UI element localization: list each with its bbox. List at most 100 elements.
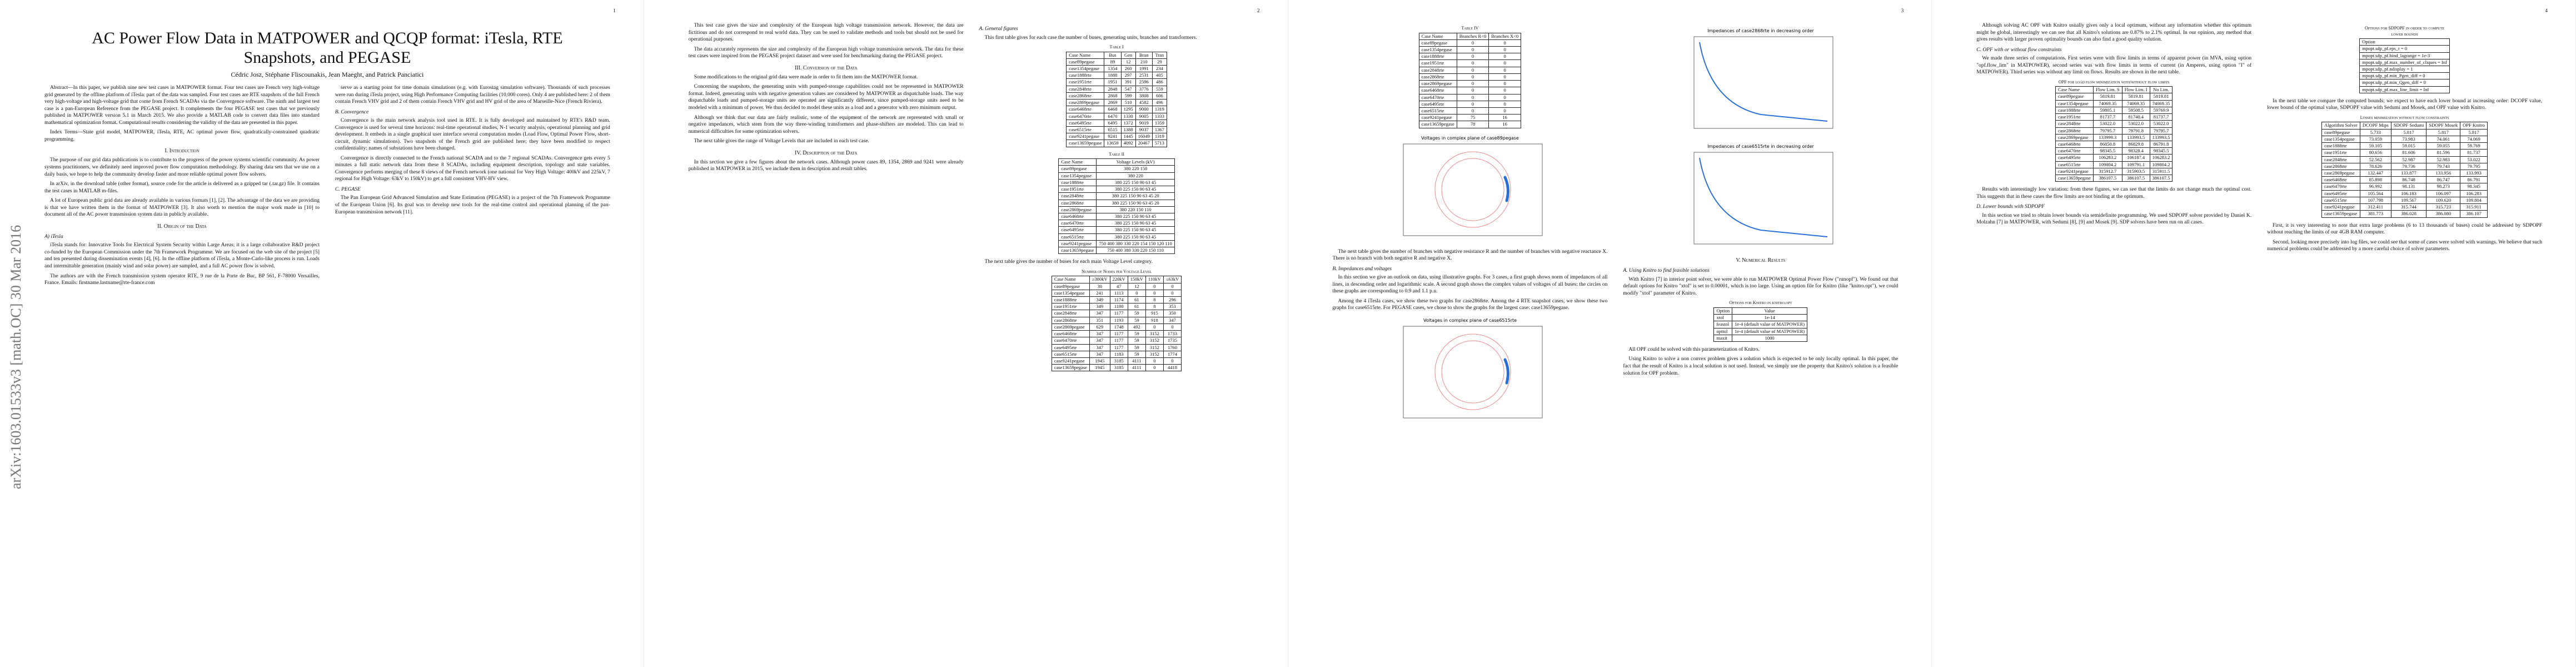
table-cell: 380 225 150 90 63 45 20 [1096,192,1175,200]
column-header: 220kV [1109,276,1128,283]
table-cell: case2869pegase [1051,323,1090,331]
paragraph: Index Terms—State grid model, MATPOWER, … [44,130,320,142]
table-cell: 1951 [1104,78,1122,86]
table-cell: 1388 [1120,126,1136,134]
table-cell: 1295 [1120,106,1136,113]
table-cell: 559 [1152,85,1167,93]
columns: Table IV Case Name Branches R<0 Branches X<… [1332,22,1899,431]
column: serve as a starting point for time domai… [335,84,610,290]
table-cell: 105.564 [2359,190,2391,197]
table-cell: 86.747 [2426,176,2461,184]
table-cell: 133.956 [2426,169,2461,177]
plot-frame [1403,143,1543,236]
table-cell: 80.656 [2359,149,2391,157]
table-cell: 1174 [1109,296,1128,304]
table-row: case6515rte 107.798 109.567 109.620 109.804 [2321,196,2488,205]
table-cell: mpopt.sdp_pf.ndisplay = 1 [2359,65,2450,73]
table-row: case2869pegase 629 1748 492 0 0 [1051,323,1182,331]
table-cell: case6495rte [2055,154,2094,162]
table-cell: 109804.2 [2149,161,2173,168]
paragraph: Using Knitro to solve a non convex probl… [1623,356,1899,376]
table-cell: mpopt.sdp_pf.max_number_of_cliques = Inf [2359,58,2450,66]
table-cell: case1888rte [2321,142,2360,150]
table-cell: 109791.1 [2121,161,2150,168]
table-cell: case6515rte [1066,126,1105,134]
columns: Abstract—In this paper, we publish nine … [44,84,610,290]
table-cell: 12 [1127,282,1146,290]
columns: Although solving AC OPF with Knitro usua… [1976,22,2542,256]
table-cell: 133993.5 [2149,133,2173,142]
table-cell: 1367 [1152,126,1167,134]
table-cell: 629 [1089,323,1110,331]
table-row: case2868rte 79795.7 79791.8 79795.7 [2055,127,2173,135]
limit-circle [1441,158,1504,221]
table-cell: 1774 [1163,350,1182,358]
table-cell: 98.131 [2390,183,2427,191]
table-cell: case6495rte [1058,226,1097,234]
column: Options for SDPOPF in order to compute l… [2267,22,2542,256]
table-cell: case1354pegase [1058,172,1097,180]
table-row: case2869pegase 133999.3 133993.5 133993.5 [2055,133,2173,142]
table-row: case1951rte 81737.7 81740.4 81737.7 [2055,113,2173,121]
paragraph: Results with interestingly low variation… [1976,187,2252,200]
table-row: case2868rte 2868 599 3808 606 [1066,92,1167,100]
table-cell: 492 [1127,323,1146,331]
table-cell: 1991 [1135,65,1153,73]
table-cell: 79791.8 [2121,127,2150,135]
table-row: case9241pegase 9241 1445 16049 1319 [1066,133,1167,141]
table-cell: case2848rte [1051,310,1090,317]
table-cell: case6515rte [1418,107,1457,115]
table-cell: 9037 [1135,126,1153,134]
table-cell: case9241pegase [1058,240,1097,248]
table-cell: 59 [1127,316,1146,324]
table-cell: mpopt.sdp_pf.min_Qgen_diff = 0 [2359,79,2450,87]
column-header: ≥380kV [1089,276,1110,283]
table-cell: 59508.5 [2121,106,2150,115]
column: This test case gives the size and comple… [689,22,964,376]
table-row: case2868rte 351 1193 59 918 347 [1051,316,1182,324]
table-cell: case1951rte [2321,149,2360,157]
header-row: Case Name Bus Gen Bran Tran [1066,51,1167,59]
table-row: case1888rte 59.105 59.015 59.055 59.769 [2321,142,2488,150]
column-header: SDOPF Mosek [2426,122,2461,130]
table-cell: 133.877 [2390,169,2427,177]
table-cell: 349 [1089,296,1110,304]
paragraph: In the next table we compare the compute… [2267,98,2542,111]
table-cell: 386107.5 [2121,175,2150,182]
table-cell: 20467 [1135,140,1153,147]
table-row: mpopt.sdp_pf.ndisplay = 1 [2359,65,2450,73]
table-cell: feastol [1713,321,1733,328]
table-cell: 53022.0 [2121,120,2150,128]
table-cell: 13659 [1104,140,1122,147]
table-row: case6470rte 96.992 98.131 98.273 98.345 [2321,183,2488,191]
table-caption: Losses minimization without flow constra… [2360,115,2449,120]
table-cell: 315903.5 [2121,167,2150,176]
table-caption: OPF for load flow minimization with/with… [2058,79,2170,84]
table-row: case13659pegase 386107.5 386107.5 386107.5 [2055,175,2173,182]
table-cell: 241 [1089,289,1110,297]
table-cell: 3185 [1109,364,1128,372]
table-cell: 86791.8 [2149,141,2173,148]
table-cell: 109.620 [2426,196,2461,205]
table-row: case13659pegase 78 16 [1418,121,1522,128]
data-table: Losses minimization without flow constra… [2321,115,2488,218]
table-cell: 8 [1145,303,1164,311]
table-cell: case1951rte [1418,59,1457,67]
table-cell: 6470 [1104,112,1122,120]
table-cell: case9241pegase [1066,133,1105,141]
section-heading: III. Conversion of the Data [794,64,858,71]
limit-circle [1434,151,1511,228]
paragraph: The Pan European Grid Advanced Simulatio… [335,195,610,215]
section-heading: IV. Description of the Data [795,150,858,156]
table-cell: 74069.35 [2092,99,2122,107]
impedance-curve [1698,157,1827,237]
data-table: Table II Case Name Voltage Levels (kV) case… [1058,152,1175,255]
subsection-heading: B. Impedances and voltages [1332,266,1392,272]
paragraph: serve as a starting point for time domai… [335,85,610,105]
table-cell: 0 [1145,323,1164,331]
table-row: mpopt.sdp_pf.bind_lagrange = 1e-3 [2359,52,2450,59]
table-cell: 2848 [1104,85,1122,93]
table-cell: case2848rte [1418,66,1457,74]
table-cell: 347 [1089,330,1110,338]
